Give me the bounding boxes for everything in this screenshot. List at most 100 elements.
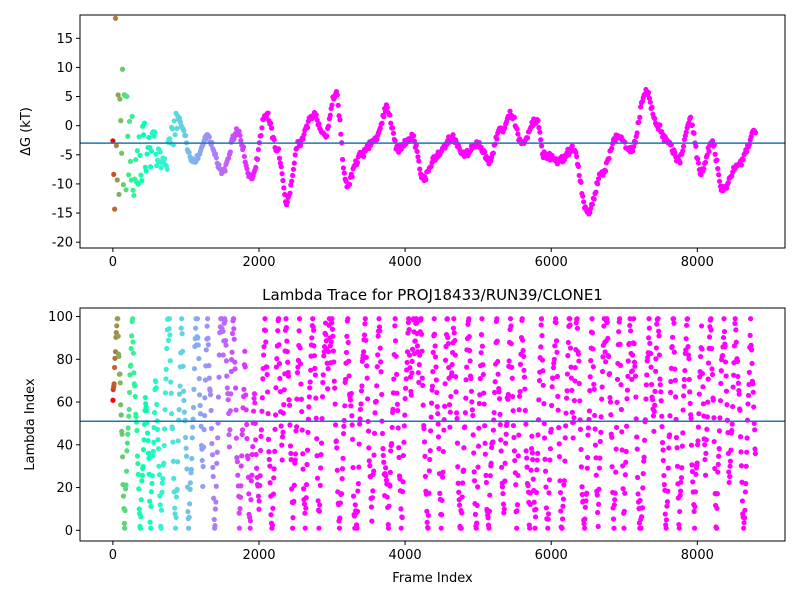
lambda-point xyxy=(578,446,584,453)
lambda-point xyxy=(735,380,742,386)
lambda-point xyxy=(171,475,177,481)
lambda-point xyxy=(375,333,381,339)
lambda-point xyxy=(723,388,730,394)
lambda-point xyxy=(361,349,367,355)
lambda-point xyxy=(145,437,151,444)
lambda-point xyxy=(346,373,352,379)
lambda-point xyxy=(447,424,453,430)
lambda-point xyxy=(266,449,272,455)
lambda-point xyxy=(161,460,167,466)
dg-point xyxy=(716,172,722,178)
lambda-point xyxy=(304,447,311,453)
lambda-point xyxy=(585,425,592,431)
lambda-point xyxy=(455,464,461,470)
lambda-point xyxy=(585,432,591,438)
dg-point xyxy=(581,199,587,205)
lambda-point xyxy=(714,505,720,511)
lambda-point xyxy=(130,350,137,356)
lambda-point xyxy=(590,346,596,352)
lambda-point xyxy=(167,358,173,364)
dg-point xyxy=(253,164,259,171)
lambda-point xyxy=(302,525,308,531)
lambda-point xyxy=(627,316,633,322)
dg-point xyxy=(135,181,141,187)
lambda-point xyxy=(372,410,378,416)
lambda-point xyxy=(577,398,583,404)
lambda-point xyxy=(626,340,632,347)
dg-point xyxy=(143,168,149,174)
lambda-point xyxy=(189,435,195,441)
lambda-point xyxy=(695,442,701,448)
lambda-point xyxy=(479,316,485,322)
lambda-point xyxy=(110,397,116,403)
lambda-point xyxy=(554,373,560,380)
lambda-point xyxy=(162,407,168,413)
lambda-point xyxy=(708,327,714,333)
lambda-point xyxy=(486,508,493,514)
x-tick: 2000 xyxy=(242,541,276,563)
lambda-point xyxy=(523,448,529,454)
dg-point xyxy=(578,179,584,185)
lambda-point xyxy=(394,401,400,407)
lambda-point xyxy=(727,473,733,480)
lambda-point xyxy=(236,510,242,516)
lambda-point xyxy=(671,320,677,326)
dg-point xyxy=(313,112,319,118)
y-tick: 10 xyxy=(56,61,80,76)
lambda-point xyxy=(427,448,433,454)
lambda-point xyxy=(279,457,285,463)
dg-point xyxy=(290,166,297,172)
lambda-point xyxy=(147,519,153,525)
lambda-point xyxy=(399,514,405,521)
lambda-point xyxy=(383,473,389,479)
lambda-point xyxy=(268,512,274,518)
lambda-point xyxy=(272,448,278,454)
lambda-point xyxy=(409,370,415,376)
lambda-point xyxy=(630,352,636,358)
lambda-point xyxy=(179,316,185,322)
lambda-point xyxy=(286,402,293,408)
lambda-point xyxy=(452,352,458,358)
lambda-point xyxy=(250,443,256,450)
lambda-point xyxy=(299,409,305,415)
lambda-point xyxy=(371,452,377,458)
lambda-point xyxy=(665,465,671,471)
lambda-point xyxy=(643,382,649,388)
lambda-point xyxy=(702,442,708,448)
lambda-point xyxy=(449,370,455,376)
lambda-point xyxy=(402,412,408,418)
lambda-point xyxy=(214,449,220,455)
lambda-point xyxy=(549,402,555,409)
lambda-point xyxy=(619,429,625,435)
lambda-point xyxy=(545,516,551,522)
y-tick-label: -15 xyxy=(52,207,73,222)
dg-point xyxy=(591,196,597,202)
lambda-point xyxy=(679,443,685,449)
lambda-point xyxy=(148,525,154,531)
lambda-point xyxy=(618,382,624,388)
lambda-point xyxy=(677,492,683,498)
lambda-point xyxy=(230,316,237,322)
lambda-point xyxy=(563,410,569,416)
lambda-point xyxy=(149,473,155,479)
lambda-point xyxy=(657,382,663,388)
lambda-point xyxy=(435,421,441,427)
lambda-point xyxy=(387,483,393,489)
lambda-point xyxy=(278,423,284,429)
dg-point xyxy=(216,162,222,168)
dg-point xyxy=(291,160,297,166)
lambda-point xyxy=(519,316,525,322)
lambda-point xyxy=(380,452,386,459)
lambda-point xyxy=(598,429,604,435)
lambda-point xyxy=(608,412,614,418)
lambda-point xyxy=(130,339,136,345)
lambda-point xyxy=(672,366,678,372)
lambda-point xyxy=(510,408,516,414)
lambda-point xyxy=(383,477,390,483)
lambda-point xyxy=(568,375,574,381)
dg-point xyxy=(390,130,397,136)
dg-point xyxy=(186,149,192,155)
lambda-point xyxy=(228,368,234,375)
lambda-point xyxy=(553,319,559,326)
lambda-point xyxy=(241,386,247,392)
